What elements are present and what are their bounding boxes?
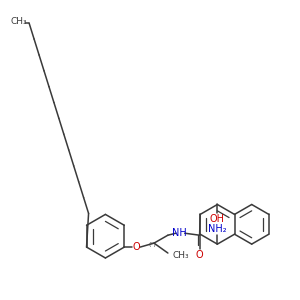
Text: CH₃: CH₃	[11, 17, 28, 26]
Text: O: O	[132, 242, 140, 252]
Text: O: O	[196, 250, 203, 260]
Text: NH₂: NH₂	[208, 224, 227, 234]
Text: OH: OH	[210, 214, 225, 224]
Text: CH₃: CH₃	[172, 250, 189, 260]
Text: (*): (*)	[148, 242, 156, 247]
Text: NH: NH	[172, 228, 187, 238]
